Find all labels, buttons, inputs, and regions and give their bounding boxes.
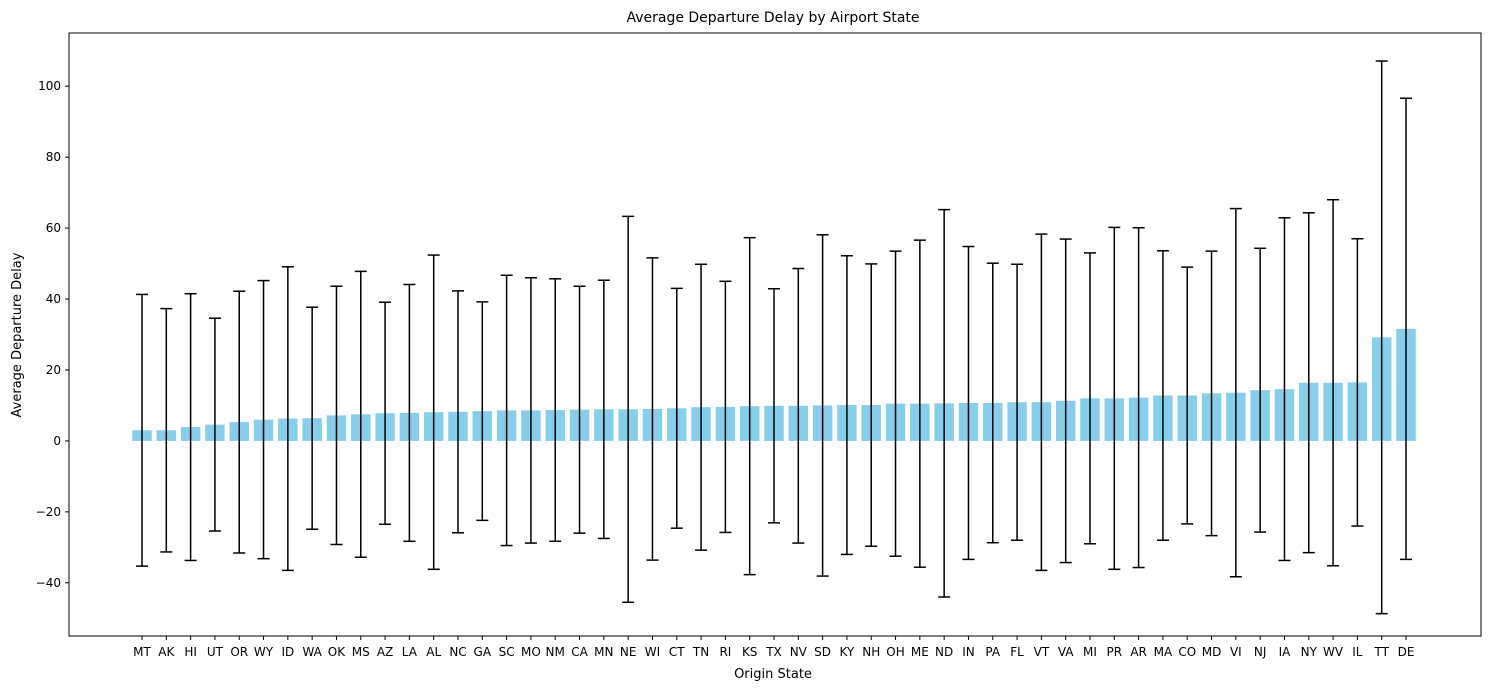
x-tick-label-hi: HI <box>184 645 197 659</box>
x-tick-label-ny: NY <box>1301 645 1318 659</box>
x-tick-label-nh: NH <box>862 645 880 659</box>
x-tick-label-la: LA <box>402 645 418 659</box>
x-tick-label-me: ME <box>911 645 929 659</box>
x-tick-label-tx: TX <box>765 645 782 659</box>
x-tick-label-il: IL <box>1352 645 1363 659</box>
x-tick-label-md: MD <box>1202 645 1222 659</box>
x-tick-label-ma: MA <box>1154 645 1173 659</box>
x-tick-label-vi: VI <box>1230 645 1242 659</box>
x-tick-label-wv: WV <box>1323 645 1344 659</box>
x-tick-label-de: DE <box>1398 645 1415 659</box>
x-tick-label-ok: OK <box>328 645 346 659</box>
x-tick-label-mo: MO <box>521 645 541 659</box>
x-tick-label-sd: SD <box>814 645 831 659</box>
x-tick-label-id: ID <box>281 645 294 659</box>
x-tick-label-ct: CT <box>669 645 685 659</box>
error-bars-layer <box>136 60 1412 615</box>
x-tick-label-ms: MS <box>352 645 370 659</box>
x-tick-label-nm: NM <box>546 645 565 659</box>
x-tick-label-sc: SC <box>499 645 515 659</box>
x-tick-label-al: AL <box>426 645 441 659</box>
y-axis-label: Average Departure Delay <box>10 252 25 417</box>
y-tick-label: 0 <box>53 434 61 448</box>
x-axis-label: Origin State <box>734 667 812 682</box>
x-tick-label-tt: TT <box>1373 645 1389 659</box>
y-tick-label: 20 <box>46 363 61 377</box>
x-tick-label-mt: MT <box>133 645 151 659</box>
x-tick-label-nj: NJ <box>1254 645 1267 659</box>
chart-title: Average Departure Delay by Airport State <box>626 10 919 26</box>
axes-layer: MT AK HI UT OR WY ID WA OK MS AZ LA AL NC GA SC MO NM CA MN… <box>36 79 1415 659</box>
x-tick-label-ia: IA <box>1279 645 1292 659</box>
x-tick-label-nd: ND <box>935 645 953 659</box>
x-tick-label-mn: MN <box>594 645 613 659</box>
x-tick-label-or: OR <box>230 645 248 659</box>
x-tick-label-va: VA <box>1058 645 1074 659</box>
x-tick-label-ne: NE <box>620 645 637 659</box>
y-tick-label: −40 <box>36 576 61 590</box>
x-tick-label-mi: MI <box>1083 645 1097 659</box>
y-tick-label: 40 <box>46 292 61 306</box>
x-tick-label-ky: KY <box>840 645 855 659</box>
x-tick-label-ak: AK <box>158 645 175 659</box>
y-tick-label: 100 <box>38 79 61 93</box>
y-tick-label: −20 <box>36 505 61 519</box>
x-tick-label-nv: NV <box>790 645 808 659</box>
x-tick-label-wy: WY <box>254 645 274 659</box>
x-tick-label-ca: CA <box>571 645 588 659</box>
y-tick-label: 80 <box>46 150 61 164</box>
x-tick-label-nc: NC <box>449 645 466 659</box>
x-tick-label-in: IN <box>962 645 975 659</box>
x-tick-label-wi: WI <box>645 645 660 659</box>
x-tick-label-az: AZ <box>377 645 393 659</box>
x-tick-label-pa: PA <box>985 645 1000 659</box>
x-tick-label-tn: TN <box>692 645 709 659</box>
x-tick-label-oh: OH <box>886 645 904 659</box>
x-tick-label-ga: GA <box>474 645 492 659</box>
x-tick-label-vt: VT <box>1034 645 1050 659</box>
x-tick-label-ks: KS <box>742 645 758 659</box>
x-tick-label-co: CO <box>1178 645 1196 659</box>
x-tick-label-ar: AR <box>1130 645 1147 659</box>
plot-frame <box>68 32 1482 637</box>
y-tick-label: 60 <box>46 221 61 235</box>
x-tick-label-wa: WA <box>302 645 322 659</box>
x-tick-label-ut: UT <box>207 645 224 659</box>
x-tick-label-ri: RI <box>719 645 731 659</box>
x-tick-label-fl: FL <box>1010 645 1024 659</box>
x-tick-label-pr: PR <box>1107 645 1123 659</box>
